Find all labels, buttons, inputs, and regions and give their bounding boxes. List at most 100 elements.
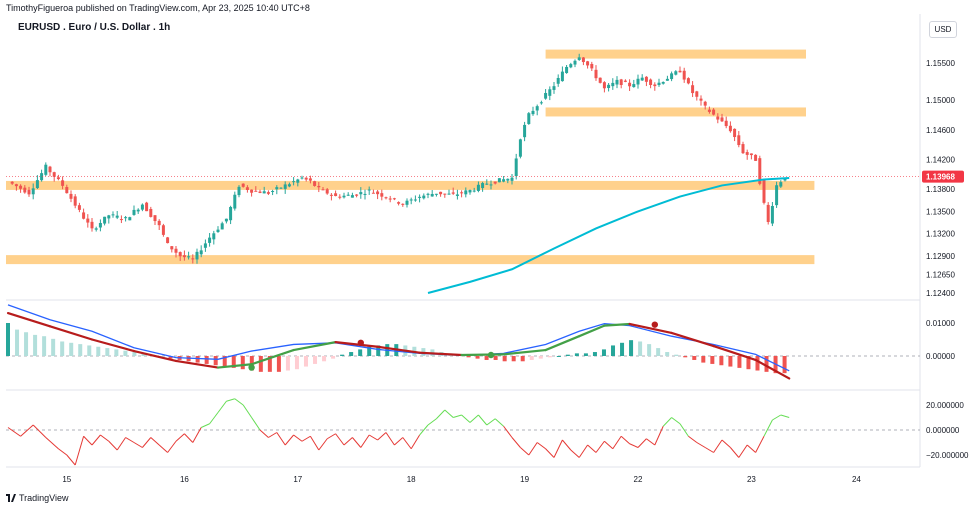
oscillator-segment <box>486 418 496 426</box>
macd-histogram-bar <box>719 356 724 366</box>
candle-body <box>766 204 770 222</box>
candle-body <box>401 203 405 205</box>
macd-histogram-bar <box>502 356 507 362</box>
candle-body <box>262 191 266 194</box>
oscillator-segment <box>780 414 790 418</box>
candle-body <box>187 256 191 258</box>
candle-body <box>758 158 762 184</box>
candle-body <box>224 218 228 222</box>
oscillator-segment <box>419 424 429 436</box>
candle-body <box>770 205 774 224</box>
macd-histogram-bar <box>24 332 29 356</box>
signal-line-segment <box>334 341 379 348</box>
candle-body <box>266 192 270 194</box>
candle-body <box>573 60 577 65</box>
candle-body <box>300 177 304 179</box>
time-tick-label: 16 <box>180 475 189 484</box>
macd-histogram-bar <box>565 354 570 356</box>
oscillator-segment <box>133 442 143 448</box>
candle-body <box>481 183 485 189</box>
price-tick-label: 1.14600 <box>926 126 955 135</box>
macd-histogram-bar <box>592 352 597 356</box>
oscillator-segment <box>209 412 219 425</box>
candle-body <box>321 189 325 191</box>
candle-body <box>628 82 632 87</box>
price-zone <box>545 49 806 59</box>
macd-histogram-bar <box>294 356 299 370</box>
candle-body <box>317 185 321 188</box>
candle-body <box>665 78 669 81</box>
candle-body <box>86 218 90 223</box>
oscillator-segment <box>662 417 672 427</box>
candle-body <box>271 191 275 193</box>
candle-body <box>308 178 312 181</box>
candle-body <box>136 209 140 212</box>
candle-body <box>447 193 451 195</box>
candle-body <box>783 178 787 181</box>
candle-body <box>145 202 149 212</box>
candle-body <box>132 209 136 215</box>
candle-body <box>182 255 186 258</box>
crossover-dot <box>487 351 495 359</box>
signal-line-segment <box>603 322 631 327</box>
signal-line-segment <box>216 363 253 369</box>
oscillator-segment <box>763 419 773 437</box>
currency-button[interactable]: USD <box>929 21 957 38</box>
candle-body <box>111 214 115 216</box>
candle-body <box>728 125 732 132</box>
candle-body <box>380 193 384 197</box>
osc-tick-label: 20.000000 <box>926 401 964 410</box>
candle-body <box>476 184 480 191</box>
candle-body <box>31 188 35 195</box>
price-zone <box>6 180 815 190</box>
macd-histogram-bar <box>313 356 318 364</box>
candle-body <box>451 192 455 194</box>
tradingview-logo: TradingView <box>6 493 69 503</box>
candle-body <box>82 212 86 219</box>
macd-histogram-bar <box>222 356 227 367</box>
signal-line-segment <box>48 325 94 341</box>
macd-histogram-bar <box>123 350 128 356</box>
macd-histogram-bar <box>638 341 643 356</box>
macd-histogram-bar <box>583 353 588 356</box>
macd-histogram-bar <box>746 356 751 370</box>
oscillator-segment <box>713 439 723 453</box>
brand-label: TradingView <box>19 493 69 503</box>
oscillator-segment <box>629 443 639 448</box>
candle-body <box>287 184 291 187</box>
oscillator-segment <box>637 438 647 448</box>
signal-line-segment <box>628 322 673 334</box>
crossover-dot <box>248 364 255 371</box>
candle-body <box>237 186 241 196</box>
candle-body <box>464 190 468 195</box>
candle-body <box>430 193 434 197</box>
macd-histogram-bar <box>692 356 697 360</box>
candle-body <box>107 215 111 219</box>
candle-body <box>19 185 23 189</box>
macd-histogram-bar <box>69 342 74 356</box>
moving-average-line <box>427 177 790 294</box>
oscillator-segment <box>360 434 370 448</box>
candle-body <box>212 233 216 240</box>
macd-histogram-bar <box>51 338 56 356</box>
macd-histogram-bar <box>547 356 552 358</box>
price-tick-label: 1.13200 <box>926 230 955 239</box>
oscillator-segment <box>671 417 681 425</box>
oscillator-segment <box>679 423 689 437</box>
macd-histogram-bar <box>656 348 661 356</box>
candle-body <box>258 191 262 193</box>
candle-body <box>460 192 464 194</box>
signal-line-segment <box>754 358 791 380</box>
candle-body <box>703 101 707 106</box>
oscillator-segment <box>200 423 210 428</box>
macd-histogram-bar <box>683 356 688 358</box>
candle-body <box>548 89 552 96</box>
macd-histogram-bar <box>33 334 38 356</box>
oscillator-segment <box>268 432 278 438</box>
signal-line-segment <box>292 341 337 352</box>
candle-body <box>233 194 237 209</box>
oscillator-segment <box>604 440 614 450</box>
macd-histogram-bar <box>611 345 616 356</box>
oscillator-segment <box>654 426 664 446</box>
